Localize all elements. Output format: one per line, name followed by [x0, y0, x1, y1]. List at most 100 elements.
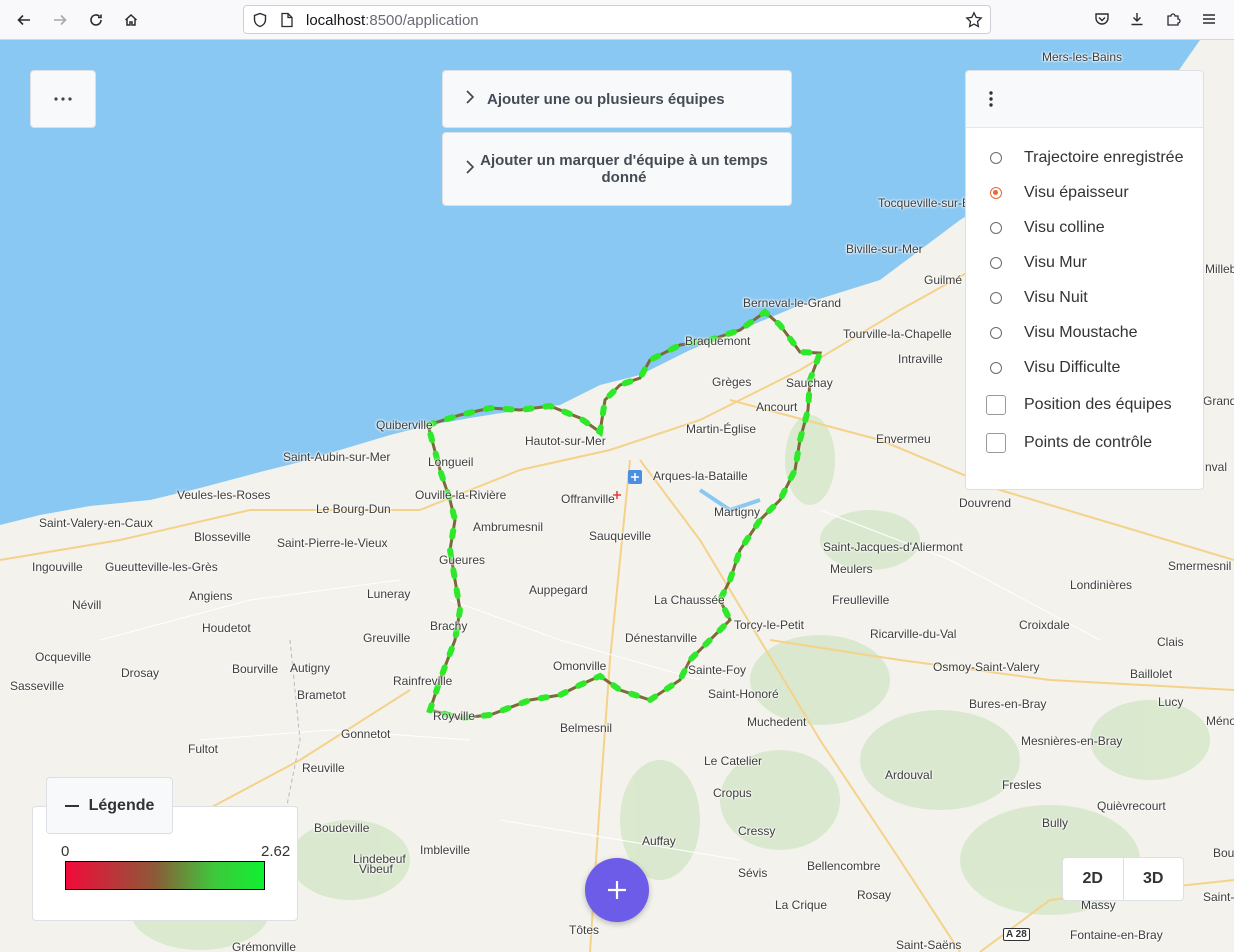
place-label: Cressy — [738, 824, 776, 838]
place-label: Greuville — [363, 631, 411, 645]
radio-button[interactable] — [990, 327, 1002, 339]
place-label: Saint-Saëns — [896, 938, 962, 952]
place-label: Meulers — [830, 562, 873, 576]
place-label: Londinières — [1070, 578, 1133, 592]
place-label: Grémonville — [232, 940, 297, 952]
radio-button[interactable] — [990, 257, 1002, 269]
radio-button[interactable] — [990, 292, 1002, 304]
layer-checkbox-checkpoints[interactable]: Points de contrôle — [986, 433, 1153, 453]
place-label: Drosay — [121, 666, 160, 680]
place-label: Sauqueville — [589, 529, 652, 543]
layers-panel-header[interactable] — [966, 71, 1203, 128]
checkbox[interactable] — [986, 395, 1006, 415]
place-label: Belmesnil — [560, 721, 613, 735]
checkbox[interactable] — [986, 433, 1006, 453]
view-2d-button[interactable]: 2D — [1063, 858, 1124, 900]
pocket-icon[interactable] — [1094, 11, 1110, 27]
add-fab-button[interactable] — [585, 858, 649, 922]
place-label: Le Catelier — [704, 754, 763, 768]
add-marker-label: Ajouter un marquer d'équipe à un temps d… — [480, 152, 768, 186]
place-label: Fresles — [1002, 778, 1042, 792]
place-label: Cropus — [713, 786, 752, 800]
back-icon[interactable] — [12, 8, 36, 32]
road-badge: A 28 — [1003, 928, 1030, 941]
shield-icon[interactable] — [252, 12, 268, 28]
layer-option-label: Visu Moustache — [1024, 324, 1138, 341]
place-label: Sasseville — [10, 679, 65, 693]
page-icon — [281, 12, 293, 28]
bookmark-star-icon[interactable] — [965, 11, 983, 29]
layer-option-difficulte[interactable]: Visu Difficulte — [990, 359, 1120, 377]
place-label: Brachy — [430, 619, 468, 633]
place-label: Saint-Honoré — [708, 687, 779, 701]
place-label: Fultot — [188, 742, 219, 756]
place-label: Boudeville — [314, 821, 370, 835]
place-label: Bou — [1213, 846, 1234, 860]
layer-option-mur[interactable]: Visu Mur — [990, 254, 1087, 272]
place-label: Fontaine-en-Bray — [1070, 928, 1163, 942]
add-marker-accordion[interactable]: Ajouter un marquer d'équipe à un temps d… — [442, 132, 792, 206]
layer-option-trajectoire[interactable]: Trajectoire enregistrée — [990, 149, 1183, 167]
layer-checkbox-positions[interactable]: Position des équipes — [986, 395, 1172, 415]
chevron-right-icon — [465, 89, 479, 109]
map-menu-button[interactable] — [30, 70, 96, 128]
place-label: Tocqueville-sur-E — [878, 196, 971, 210]
legend-max-value: 2.62 — [261, 843, 291, 860]
place-label: nval — [1205, 460, 1228, 474]
place-label: Houdetot — [202, 621, 251, 635]
forward-icon[interactable] — [48, 8, 72, 32]
place-label: Martigny — [714, 505, 761, 519]
radio-button-selected[interactable] — [990, 187, 1002, 199]
url-bar[interactable]: localhost:8500/application — [243, 5, 991, 34]
place-label: Rainfreville — [393, 674, 453, 688]
map-canvas[interactable]: Mers-les-Bains Tocqueville-sur-E Biville… — [0, 40, 1234, 952]
layer-option-moustache[interactable]: Visu Moustache — [990, 324, 1138, 342]
collapse-icon — [64, 804, 79, 807]
place-label: Millebo — [1205, 262, 1234, 276]
place-label: Ambrumesnil — [473, 520, 544, 534]
layer-option-epaisseur[interactable]: Visu épaisseur — [990, 184, 1129, 202]
url-text: localhost:8500/application — [306, 12, 479, 29]
legend-title: Légende — [88, 796, 155, 814]
more-horizontal-icon — [54, 97, 72, 101]
extensions-icon[interactable] — [1165, 11, 1181, 27]
layer-option-label: Visu épaisseur — [1024, 184, 1129, 201]
legend-color-gradient — [65, 861, 265, 890]
add-teams-accordion[interactable]: Ajouter une ou plusieurs équipes — [442, 70, 792, 128]
place-label: Freulleville — [832, 593, 890, 607]
view-3d-button[interactable]: 3D — [1143, 870, 1164, 887]
place-label: Braquemont — [685, 334, 751, 348]
legend-toggle-button[interactable]: Légende — [46, 777, 173, 834]
place-label: Massy — [1081, 898, 1116, 912]
reload-icon[interactable] — [84, 8, 108, 32]
place-label: Gonnetot — [341, 727, 391, 741]
place-label: Saint-Pierre-le-Vieux — [277, 536, 388, 550]
place-label: Le Bourg-Dun — [316, 502, 391, 516]
place-label: Vibeuf — [359, 862, 393, 876]
place-label: Offranville — [561, 492, 615, 506]
place-label: La Crique — [775, 898, 828, 912]
download-icon[interactable] — [1129, 11, 1145, 27]
place-label: Dénestanville — [625, 631, 698, 645]
place-label: Envermeu — [876, 432, 931, 446]
place-label: Ardouval — [885, 768, 933, 782]
place-label: Intraville — [898, 352, 943, 366]
place-label: Saint-Aubin-sur-Mer — [283, 450, 391, 464]
place-label: Berneval-le-Grand — [743, 296, 842, 310]
more-vertical-icon[interactable] — [988, 90, 994, 108]
place-label: Mesnières-en-Bray — [1021, 734, 1123, 748]
hamburger-menu-icon[interactable] — [1201, 11, 1217, 27]
place-label: Smermesnil — [1168, 559, 1232, 573]
radio-button[interactable] — [990, 152, 1002, 164]
radio-button[interactable] — [990, 362, 1002, 374]
layer-option-colline[interactable]: Visu colline — [990, 219, 1105, 237]
place-label: Longueil — [428, 455, 474, 469]
home-icon[interactable] — [119, 8, 143, 32]
place-label: Grand — [1203, 394, 1234, 408]
place-label: Saint- — [1203, 890, 1234, 904]
layer-checkbox-label: Points de contrôle — [1024, 434, 1153, 451]
place-label: Autigny — [290, 661, 331, 675]
layer-option-nuit[interactable]: Visu Nuit — [990, 289, 1088, 307]
radio-button[interactable] — [990, 222, 1002, 234]
view-mode-toggle: 2D 3D — [1062, 857, 1184, 901]
